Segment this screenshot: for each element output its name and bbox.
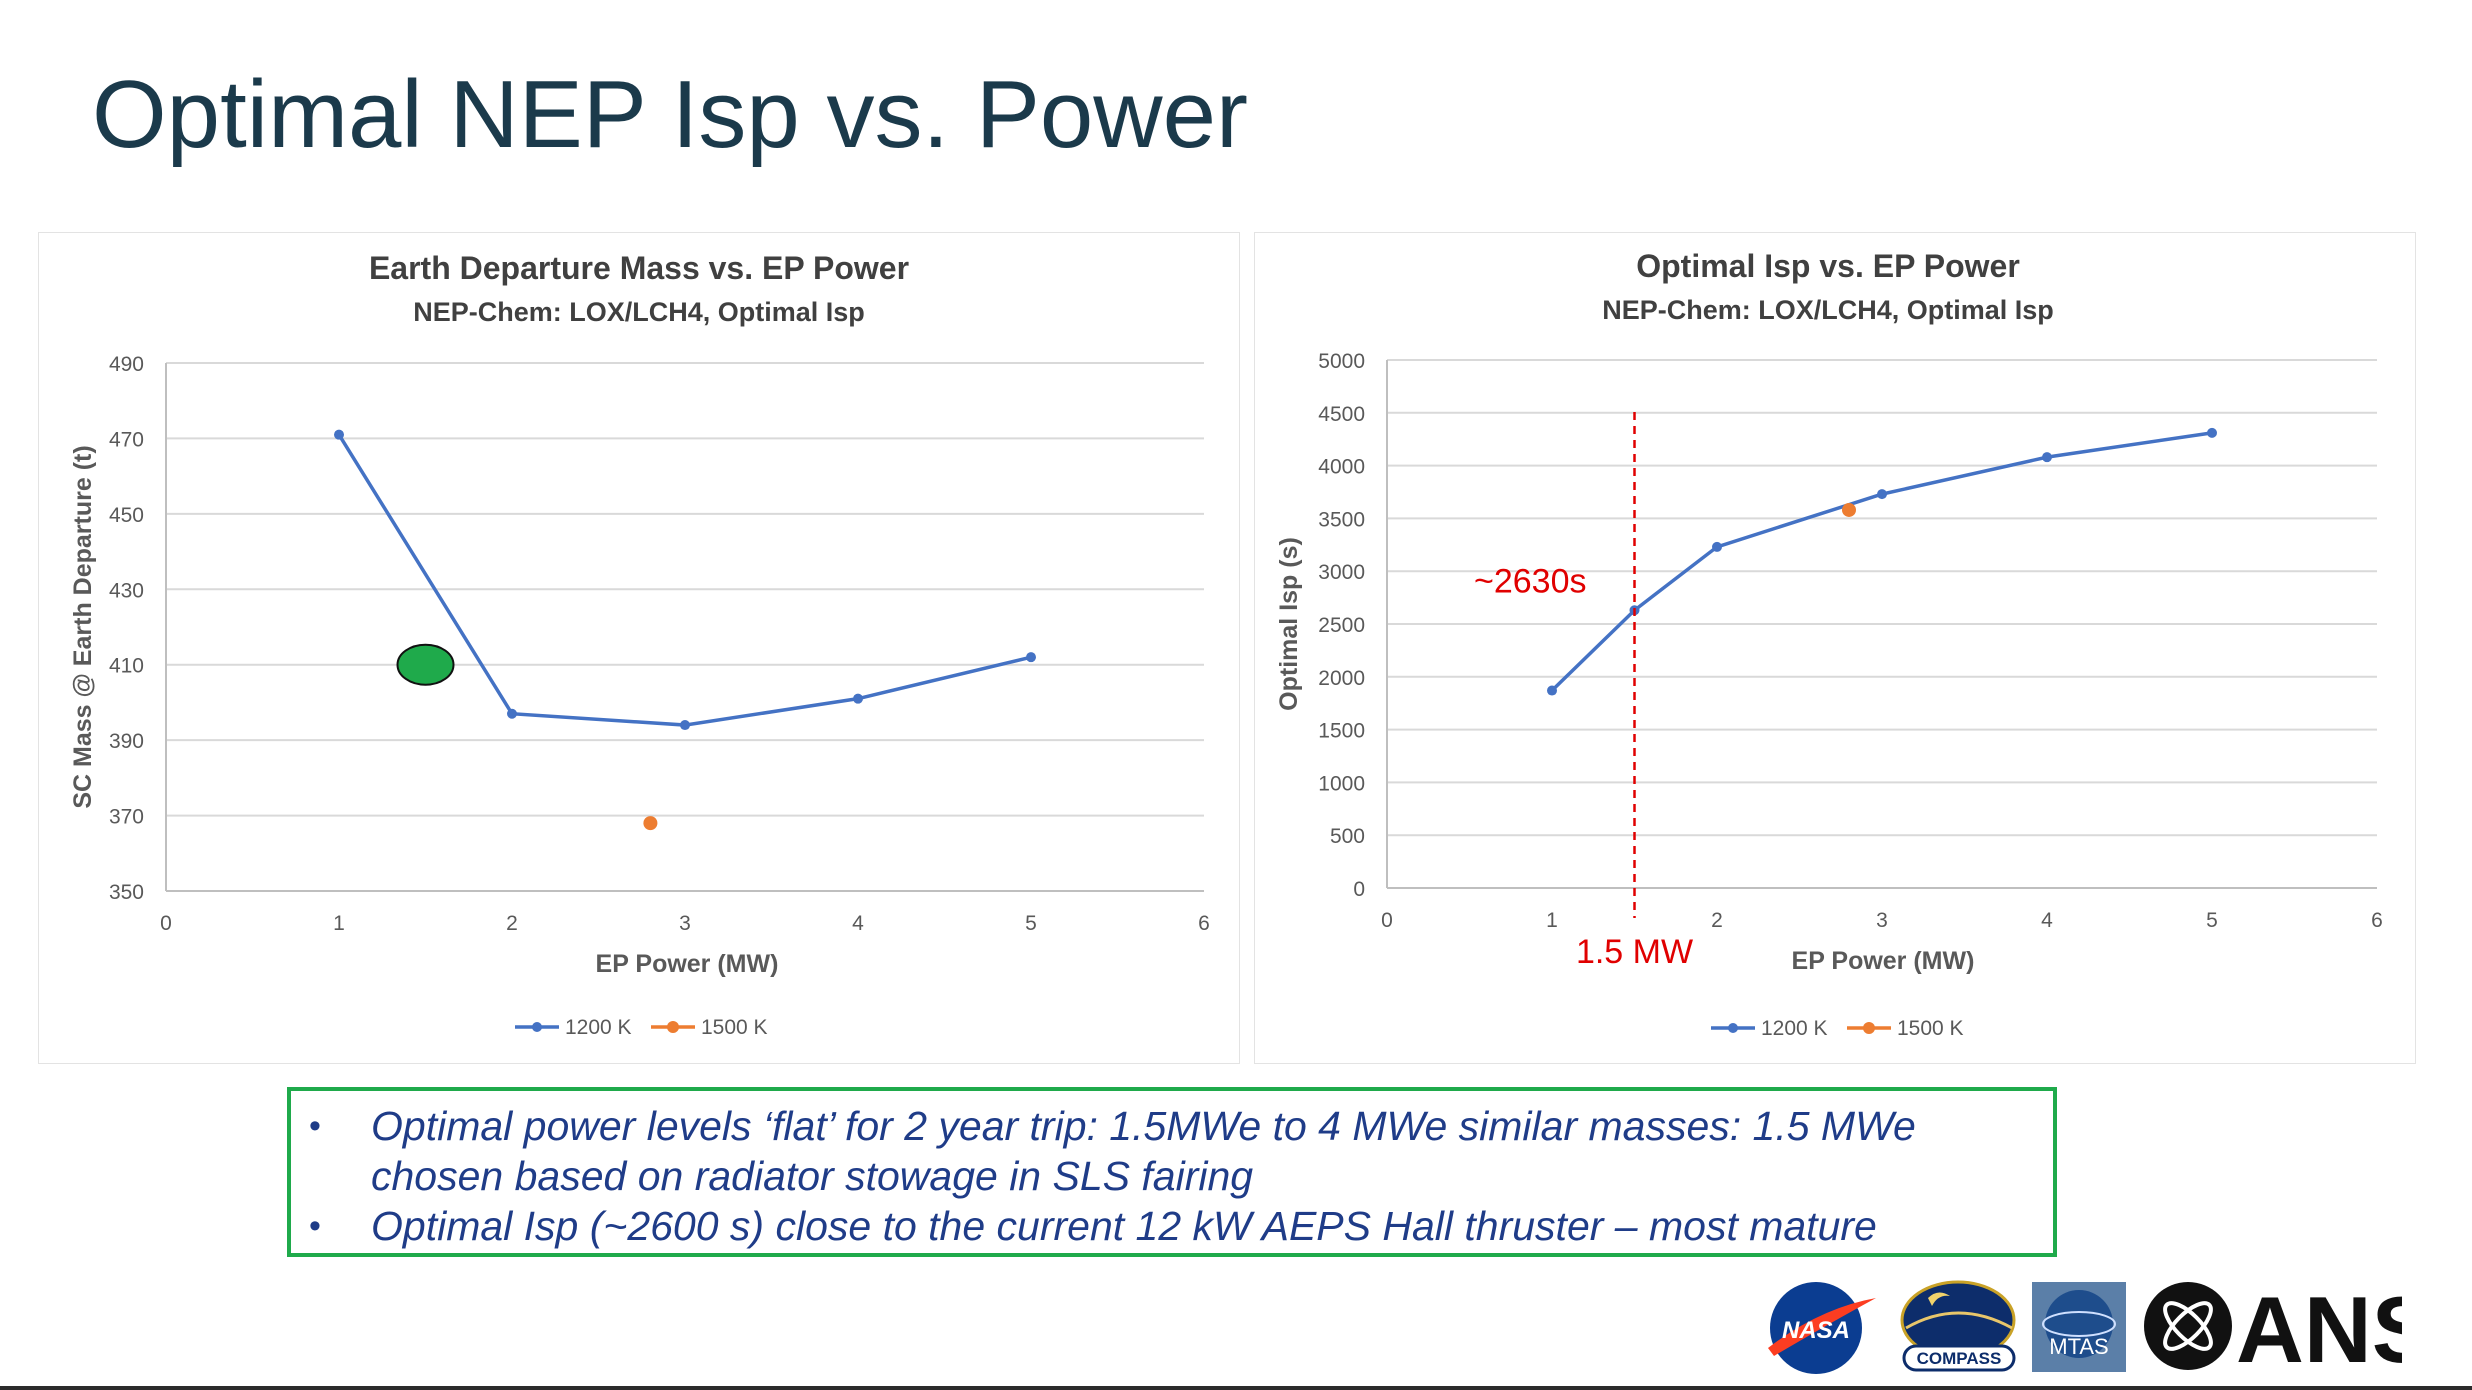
bullet-list: Optimal power levels ‘flat’ for 2 year t… [291, 1091, 2053, 1251]
y-tick-label: 370 [109, 806, 144, 829]
legend-marker-1200k [532, 1022, 542, 1032]
series-line-1200k [1550, 431, 2213, 692]
y-tick-label: 2500 [1318, 614, 1365, 637]
ans-logo-disc [2144, 1282, 2232, 1370]
x-tick-label: 1 [1546, 909, 1558, 932]
y-axis-label: SC Mass @ Earth Departure (t) [69, 445, 97, 808]
mtas-logo-text: MTAS [2049, 1334, 2108, 1359]
data-point-1200k [1026, 652, 1036, 663]
data-point-1200k [1712, 541, 1722, 552]
y-tick-label: 3000 [1318, 561, 1365, 584]
chart-title: Optimal Isp vs. EP Power [1636, 248, 2020, 284]
y-tick-label: 2000 [1318, 667, 1365, 690]
bullet-item: Optimal Isp (~2600 s) close to the curre… [309, 1201, 2053, 1251]
data-point-1200k [2042, 452, 2052, 463]
x-tick-label: 0 [1381, 909, 1393, 932]
y-tick-label: 1500 [1318, 720, 1365, 743]
y-tick-label: 470 [109, 428, 144, 451]
nasa-logo-swoosh [1768, 1298, 1876, 1356]
y-tick-label: 3500 [1318, 508, 1365, 531]
data-point-1200k [334, 429, 344, 440]
compass-logo-moon [1928, 1292, 1950, 1306]
y-tick-label: 4500 [1318, 403, 1365, 426]
compass-logo-banner [1902, 1344, 2016, 1372]
annotation-label-isp: ~2630s [1474, 562, 1587, 600]
chart-earth-departure-mass: Earth Departure Mass vs. EP Power NEP-Che… [38, 232, 1240, 1064]
legend-label-1500k: 1500 K [701, 1016, 768, 1039]
bottom-rule [0, 1386, 2472, 1390]
y-axis-label: Optimal Isp (s) [1275, 537, 1303, 711]
data-point-1200k [2207, 427, 2217, 438]
y-tick-label: 390 [109, 730, 144, 753]
data-point-1500k [643, 816, 658, 831]
x-axis-label: EP Power (MW) [1792, 947, 1975, 975]
y-tick-label: 0 [1353, 878, 1365, 901]
y-tick-label: 500 [1330, 825, 1365, 848]
x-tick-label: 3 [679, 912, 691, 935]
nasa-logo-text: NASA [1782, 1317, 1850, 1344]
y-tick-label: 450 [109, 504, 144, 527]
chart-optimal-isp: Optimal Isp vs. EP Power NEP-Chem: LOX/LC… [1254, 232, 2416, 1064]
x-tick-label: 4 [852, 912, 864, 935]
x-tick-label: 2 [1711, 909, 1723, 932]
y-tick-label: 410 [109, 655, 144, 678]
chart-title: Earth Departure Mass vs. EP Power [369, 250, 909, 286]
x-tick-label: 6 [1198, 912, 1210, 935]
slide-title: Optimal NEP Isp vs. Power [92, 61, 1248, 168]
chart-right-svg: Optimal Isp vs. EP Power NEP-Chem: LOX/LC… [1275, 248, 2383, 1040]
x-tick-label: 5 [2206, 909, 2218, 932]
y-tick-label: 5000 [1318, 350, 1365, 373]
chart-subtitle: NEP-Chem: LOX/LCH4, Optimal Isp [413, 297, 865, 327]
legend-marker-1200k [1728, 1023, 1738, 1033]
legend-marker-1500k [667, 1021, 679, 1033]
ans-logo-text: ANS [2236, 1277, 2402, 1376]
ans-logo: ANS [2144, 1277, 2402, 1376]
nasa-logo: NASA [1768, 1282, 1876, 1374]
compass-logo: COMPASS [1900, 1280, 2016, 1372]
legend-label-1200k: 1200 K [565, 1016, 632, 1039]
ans-logo-orbit-1 [2163, 1301, 2213, 1351]
mtas-logo-disc [2045, 1290, 2113, 1358]
x-axis-label: EP Power (MW) [596, 950, 779, 978]
data-point-1200k [853, 693, 863, 704]
ans-logo-orbit-2 [2163, 1301, 2213, 1351]
x-tick-label: 5 [1025, 912, 1037, 935]
data-point-1200k [507, 708, 517, 719]
x-tick-label: 4 [2041, 909, 2053, 932]
data-point-1200k [1877, 489, 1887, 500]
summary-bullet-box: Optimal power levels ‘flat’ for 2 year t… [287, 1087, 2057, 1257]
x-tick-label: 6 [2371, 909, 2383, 932]
legend-marker-1500k [1863, 1022, 1875, 1034]
compass-logo-arc [1905, 1311, 2013, 1330]
annotation-label-power: 1.5 MW [1576, 933, 1693, 971]
x-tick-label: 3 [1876, 909, 1888, 932]
data-point-1200k [680, 720, 690, 731]
x-tick-label: 2 [506, 912, 518, 935]
y-tick-label: 4000 [1318, 456, 1365, 479]
compass-logo-text: COMPASS [1917, 1349, 2002, 1368]
chart-left-svg: Earth Departure Mass vs. EP Power NEP-Che… [69, 250, 1210, 1039]
y-tick-label: 490 [109, 353, 144, 376]
y-tick-label: 430 [109, 579, 144, 602]
y-tick-label: 350 [109, 881, 144, 904]
legend-label-1500k: 1500 K [1897, 1017, 1964, 1040]
highlight-ellipse [396, 643, 455, 686]
mtas-logo-orbit [2042, 1311, 2116, 1337]
mtas-logo: MTAS [2032, 1282, 2126, 1372]
legend-label-1200k: 1200 K [1761, 1017, 1828, 1040]
data-point-1200k [1547, 685, 1557, 696]
data-point-1500k [1842, 502, 1856, 517]
y-tick-label: 1000 [1318, 772, 1365, 795]
bullet-item: Optimal power levels ‘flat’ for 2 year t… [309, 1101, 2053, 1201]
x-tick-label: 0 [160, 912, 172, 935]
chart-subtitle: NEP-Chem: LOX/LCH4, Optimal Isp [1602, 295, 2054, 325]
x-tick-label: 1 [333, 912, 345, 935]
